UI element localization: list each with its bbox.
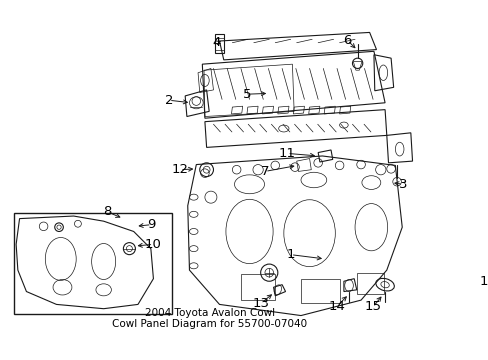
Text: 2: 2: [164, 94, 173, 107]
Text: 5: 5: [242, 88, 251, 101]
Text: 8: 8: [102, 205, 111, 218]
Text: 16: 16: [479, 275, 488, 288]
Text: 11: 11: [278, 147, 295, 160]
Text: 12: 12: [171, 163, 188, 176]
Text: 10: 10: [144, 238, 162, 251]
Text: 4: 4: [212, 36, 221, 49]
Text: 13: 13: [252, 297, 268, 310]
Text: 9: 9: [147, 218, 156, 231]
Text: 1: 1: [286, 248, 294, 261]
Text: 6: 6: [343, 33, 351, 47]
Text: 14: 14: [328, 300, 345, 312]
Text: 2004 Toyota Avalon Cowl
Cowl Panel Diagram for 55700-07040: 2004 Toyota Avalon Cowl Cowl Panel Diagr…: [112, 308, 307, 329]
Bar: [14, 213, 172, 314]
Text: 3: 3: [398, 178, 407, 191]
Text: 15: 15: [364, 301, 381, 314]
Text: 7: 7: [260, 165, 269, 178]
